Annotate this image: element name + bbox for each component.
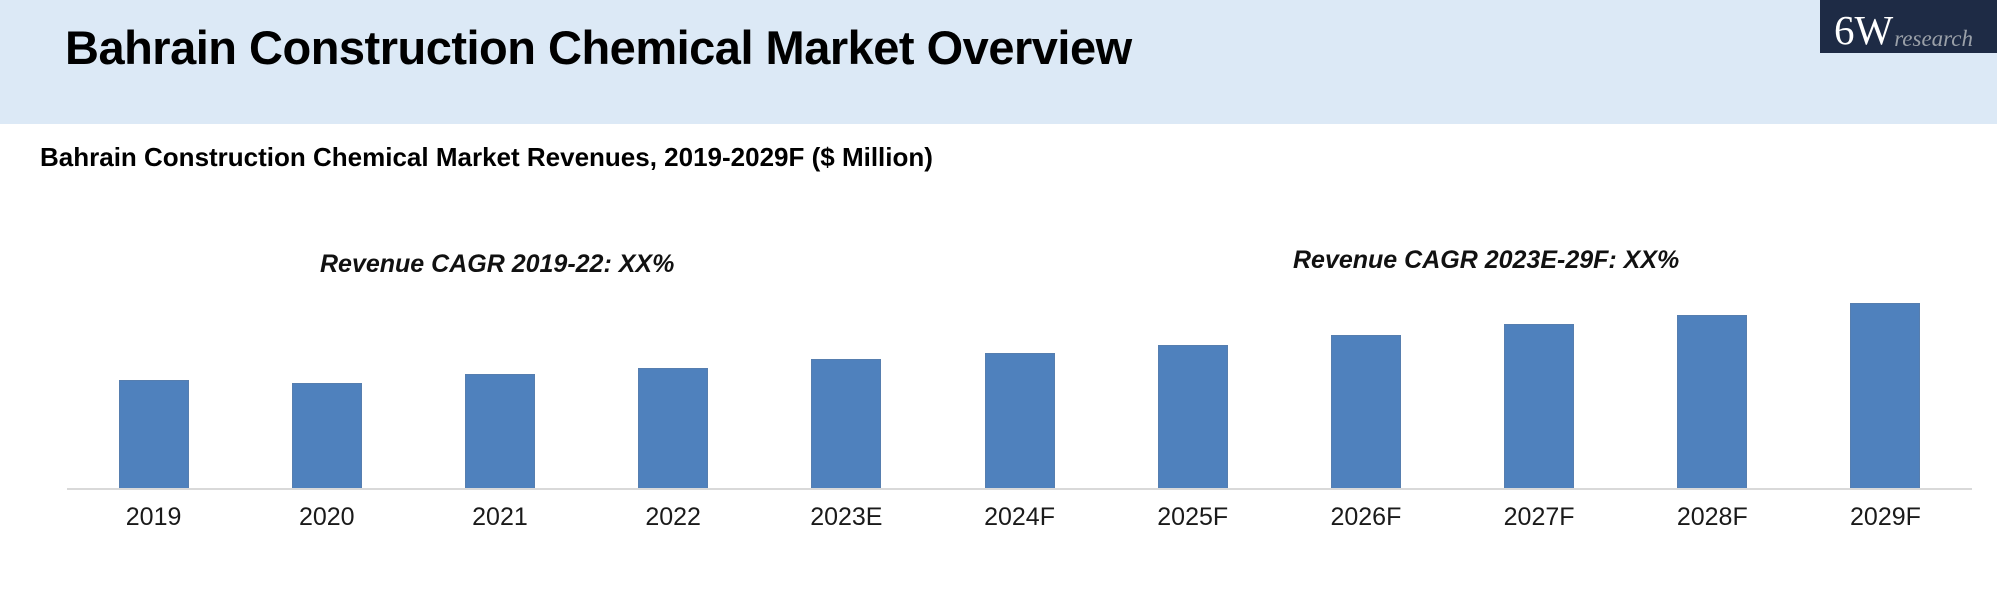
x-axis-label-2026F: 2026F: [1330, 503, 1402, 531]
bar-2020: [291, 383, 362, 488]
bar-group-2025F: [1106, 288, 1279, 488]
bar-group-2028F: [1626, 288, 1799, 488]
bar-group-2024F: [933, 288, 1106, 488]
bar-2026F: [1330, 335, 1401, 488]
x-axis-label-2019: 2019: [125, 503, 182, 531]
bar-2023E: [811, 359, 882, 488]
bar-group-2019: [67, 288, 240, 488]
x-axis-label-2027F: 2027F: [1503, 503, 1575, 531]
bar-chart-plot-area: [67, 288, 1972, 490]
bar-group-2021: [413, 288, 586, 488]
x-axis-label-2023E: 2023E: [810, 503, 883, 531]
bar-2028F: [1677, 315, 1748, 488]
bar-2021: [464, 374, 535, 488]
brand-logo: 6W research: [1820, 0, 1997, 53]
bar-group-2029F: [1799, 288, 1972, 488]
x-axis-labels-row: 2019 2020 2021 2022 2023E 2024F 2025F 2026F 2027…: [67, 503, 1972, 532]
page-title: Bahrain Construction Chemical Market Ove…: [65, 21, 1132, 74]
bar-2025F: [1157, 345, 1228, 488]
chart-heading: Bahrain Construction Chemical Market Rev…: [40, 142, 933, 172]
bar-2024F: [984, 353, 1055, 488]
x-axis-label-2020: 2020: [298, 503, 355, 531]
x-axis-label-2024F: 2024F: [984, 503, 1055, 531]
bar-group-2022: [587, 288, 760, 488]
x-axis-label-2029F: 2029F: [1850, 503, 1921, 531]
bar-2027F: [1504, 324, 1575, 488]
cagr-annotation-2019-22: Revenue CAGR 2019-22: XX%: [320, 250, 675, 278]
bar-group-2020: [240, 288, 413, 488]
x-axis-label-2028F: 2028F: [1676, 503, 1748, 531]
bar-group-2026F: [1279, 288, 1452, 488]
bar-2022: [638, 368, 709, 488]
x-axis-label-2022: 2022: [645, 503, 701, 531]
cagr-annotation-2023e-29f: Revenue CAGR 2023E-29F: XX%: [1293, 246, 1680, 274]
x-axis-label-2021: 2021: [472, 503, 528, 531]
bar-group-2023E: [760, 288, 933, 488]
x-axis-label-2025F: 2025F: [1157, 503, 1229, 531]
header-band: Bahrain Construction Chemical Market Ove…: [0, 0, 1997, 124]
logo-6w-text: 6W: [1834, 7, 1894, 53]
logo-research-text: research: [1894, 26, 1973, 51]
bar-group-2027F: [1453, 288, 1626, 488]
bar-2019: [118, 380, 189, 488]
bar-2029F: [1850, 303, 1921, 488]
